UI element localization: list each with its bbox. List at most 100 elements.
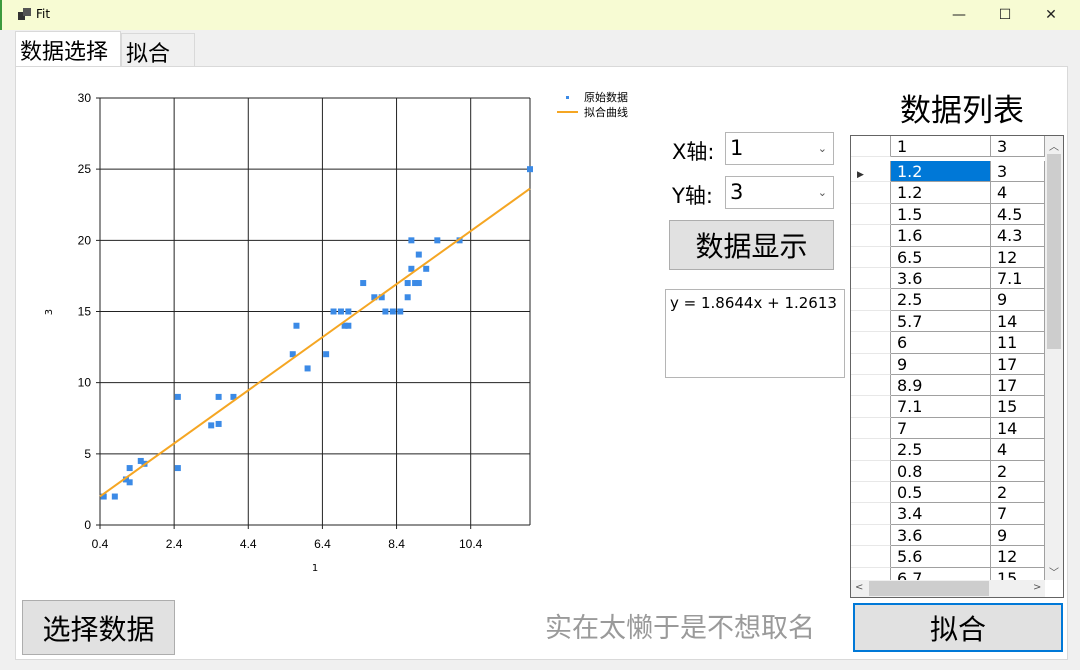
table-row[interactable]: 3.6 7.1 xyxy=(851,268,1045,290)
table-cell[interactable]: 4.3 xyxy=(991,225,1045,247)
maximize-button[interactable]: ☐ xyxy=(998,7,1012,23)
table-row[interactable]: 2.5 4 xyxy=(851,439,1045,461)
scroll-right-icon[interactable]: > xyxy=(1033,582,1042,593)
row-header[interactable] xyxy=(851,460,891,482)
row-header[interactable]: ▶ xyxy=(851,161,891,183)
minimize-button[interactable]: — xyxy=(952,7,966,23)
table-cell[interactable]: 8.9 xyxy=(891,375,991,397)
row-header[interactable] xyxy=(851,289,891,311)
row-header[interactable] xyxy=(851,246,891,268)
table-row[interactable]: 3.4 7 xyxy=(851,503,1045,525)
fit-button[interactable]: 拟合 xyxy=(853,603,1063,652)
row-header[interactable] xyxy=(851,203,891,226)
row-header[interactable] xyxy=(851,439,891,461)
table-cell[interactable]: 5.7 xyxy=(891,310,991,333)
table-cell[interactable]: 4 xyxy=(991,439,1045,461)
table-cell[interactable]: 3 xyxy=(991,161,1045,183)
table-cell[interactable]: 5.6 xyxy=(891,546,991,568)
table-row[interactable]: 9 17 xyxy=(851,353,1045,375)
scroll-thumb[interactable] xyxy=(1047,154,1061,349)
table-cell[interactable]: 1.5 xyxy=(891,203,991,226)
row-header[interactable] xyxy=(851,353,891,375)
tab-data-select[interactable]: 数据选择 xyxy=(15,31,121,67)
table-cell[interactable]: 2.5 xyxy=(891,439,991,461)
table-cell[interactable]: 4.5 xyxy=(991,203,1045,226)
show-data-button[interactable]: 数据显示 xyxy=(669,220,834,270)
table-cell[interactable]: 6 xyxy=(891,332,991,354)
equation-textbox[interactable]: y = 1.8644x + 1.2613 xyxy=(665,289,845,378)
table-cell[interactable]: 2 xyxy=(991,460,1045,482)
table-row[interactable]: 1.5 4.5 xyxy=(851,203,1045,226)
scroll-thumb[interactable] xyxy=(869,581,989,596)
table-cell[interactable]: 7.1 xyxy=(991,268,1045,290)
table-cell[interactable]: 3.4 xyxy=(891,503,991,525)
table-cell[interactable]: 7 xyxy=(991,503,1045,525)
table-cell[interactable]: 6.5 xyxy=(891,246,991,268)
table-cell[interactable]: 12 xyxy=(991,246,1045,268)
table-cell[interactable]: 14 xyxy=(991,310,1045,333)
table-row[interactable]: 5.6 12 xyxy=(851,546,1045,568)
table-cell[interactable]: 4 xyxy=(991,182,1045,204)
scroll-down-icon[interactable]: ﹀ xyxy=(1049,568,1059,579)
table-cell[interactable]: 9 xyxy=(991,289,1045,311)
row-header[interactable] xyxy=(851,332,891,354)
table-cell[interactable]: 6.7 xyxy=(891,567,991,580)
table-row[interactable]: 3.6 9 xyxy=(851,524,1045,547)
table-cell[interactable]: 9 xyxy=(891,353,991,375)
table-row[interactable]: 0.8 2 xyxy=(851,460,1045,482)
row-header[interactable] xyxy=(851,225,891,247)
table-row[interactable]: 1.6 4.3 xyxy=(851,225,1045,247)
table-cell[interactable]: 11 xyxy=(991,332,1045,354)
row-header[interactable] xyxy=(851,567,891,580)
select-data-button[interactable]: 选择数据 xyxy=(22,600,175,655)
x-axis-select[interactable]: 1 ⌄ xyxy=(725,132,834,165)
row-header[interactable] xyxy=(851,375,891,397)
column-header[interactable]: 1 xyxy=(891,136,991,158)
row-header[interactable] xyxy=(851,482,891,504)
table-cell[interactable]: 12 xyxy=(991,546,1045,568)
table-row[interactable]: 0.5 2 xyxy=(851,482,1045,504)
table-row[interactable]: 2.5 9 xyxy=(851,289,1045,311)
table-cell[interactable]: 1.2 xyxy=(891,182,991,204)
table-cell[interactable]: 3.6 xyxy=(891,268,991,290)
table-cell[interactable]: 1.6 xyxy=(891,225,991,247)
table-cell[interactable]: 2 xyxy=(991,482,1045,504)
close-button[interactable]: ✕ xyxy=(1045,7,1057,23)
table-cell[interactable]: 15 xyxy=(991,567,1045,580)
scroll-left-icon[interactable]: < xyxy=(855,582,864,593)
table-row[interactable]: 7 14 xyxy=(851,417,1045,440)
row-header[interactable] xyxy=(851,268,891,290)
table-row[interactable]: 8.9 17 xyxy=(851,375,1045,397)
table-row[interactable]: 7.1 15 xyxy=(851,396,1045,418)
table-row[interactable]: 6.7 15 xyxy=(851,567,1045,580)
horizontal-scrollbar[interactable]: < > xyxy=(851,580,1045,597)
row-header[interactable] xyxy=(851,417,891,440)
row-header[interactable] xyxy=(851,503,891,525)
table-cell[interactable]: 1.2 xyxy=(891,161,991,183)
table-cell[interactable]: 17 xyxy=(991,353,1045,375)
table-cell[interactable]: 7 xyxy=(891,417,991,440)
table-row[interactable]: 1.2 4 xyxy=(851,182,1045,204)
table-cell[interactable]: 15 xyxy=(991,396,1045,418)
scroll-up-icon[interactable]: ︿ xyxy=(1049,142,1059,153)
table-row[interactable]: ▶ 1.2 3 xyxy=(851,161,1045,183)
row-header[interactable] xyxy=(851,182,891,204)
row-header[interactable] xyxy=(851,396,891,418)
data-grid[interactable]: 1 3 ▶ 1.2 3 1.2 4 1.5 4.5 1.6 4.3 6.5 12 3.6 7.1 2.5 9 5.… xyxy=(850,135,1064,598)
table-row[interactable]: 6 11 xyxy=(851,332,1045,354)
vertical-scrollbar[interactable]: ︿ ﹀ xyxy=(1045,136,1063,580)
table-cell[interactable]: 0.8 xyxy=(891,460,991,482)
table-cell[interactable]: 2.5 xyxy=(891,289,991,311)
row-header[interactable] xyxy=(851,524,891,547)
column-header[interactable]: 3 xyxy=(991,136,1045,158)
table-cell[interactable]: 7.1 xyxy=(891,396,991,418)
y-axis-select[interactable]: 3 ⌄ xyxy=(725,176,834,209)
row-header[interactable] xyxy=(851,310,891,333)
table-cell[interactable]: 17 xyxy=(991,375,1045,397)
table-cell[interactable]: 0.5 xyxy=(891,482,991,504)
table-cell[interactable]: 9 xyxy=(991,524,1045,547)
table-cell[interactable]: 3.6 xyxy=(891,524,991,547)
table-row[interactable]: 5.7 14 xyxy=(851,310,1045,333)
table-row[interactable]: 6.5 12 xyxy=(851,246,1045,268)
row-header[interactable] xyxy=(851,546,891,568)
